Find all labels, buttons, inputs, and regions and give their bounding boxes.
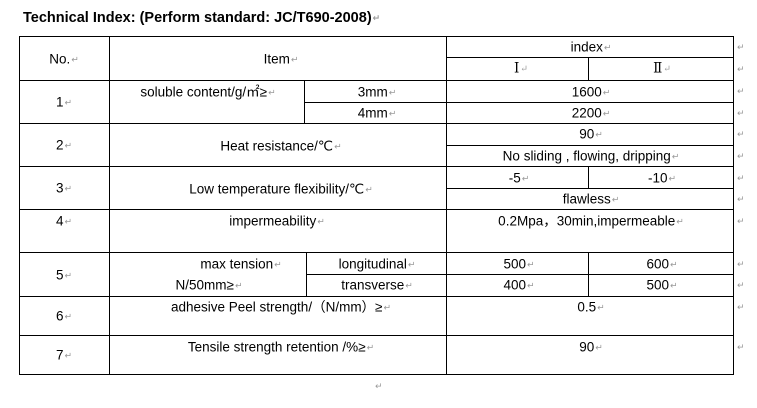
row-end-mark: ↵ — [737, 342, 745, 352]
table-rule — [304, 102, 734, 103]
row-5-item-line-1: max tension↵ — [200, 256, 282, 272]
row-3-number: 3↵ — [55, 180, 73, 196]
table-rule — [306, 252, 307, 297]
row-end-mark: ↵ — [737, 151, 745, 161]
table-rule — [19, 296, 734, 297]
row-5-number: 5↵ — [55, 267, 73, 283]
table-rule — [588, 166, 589, 189]
header-grade-2: Ⅱ↵ — [653, 60, 671, 77]
row-6-item: adhesive Peel strength/（N/mm）≥↵ — [170, 299, 392, 315]
row-end-mark: ↵ — [737, 42, 745, 52]
row-2-item: Heat resistance/℃↵ — [220, 138, 342, 154]
row-5-transverse-grade-1: 400↵ — [503, 277, 535, 293]
table-rule — [19, 335, 734, 336]
row-1-sub-3mm: 3mm↵ — [357, 84, 397, 100]
table-rule — [19, 374, 734, 375]
row-3-item: Low temperature flexibility/℃↵ — [189, 181, 373, 197]
row-end-mark: ↵ — [737, 259, 745, 269]
row-7-item: Tensile strength retention /%≥↵ — [187, 339, 375, 355]
table-rule — [306, 274, 734, 275]
row-5-longitudinal-grade-2: 600↵ — [646, 256, 678, 272]
row-end-mark: ↵ — [737, 194, 745, 204]
row-6-value: 0.5↵ — [577, 299, 605, 315]
table-rule — [446, 188, 734, 189]
row-3-value-grade-1: -5↵ — [508, 170, 530, 186]
row-1-value-4mm: 2200↵ — [571, 105, 611, 121]
table-rule — [446, 145, 734, 146]
row-3-value-grade-2: -10↵ — [647, 170, 677, 186]
row-end-mark: ↵ — [737, 108, 745, 118]
document-title: Technical Index: (Perform standard: JC/T… — [23, 10, 380, 26]
row-end-mark: ↵ — [737, 280, 745, 290]
row-end-mark: ↵ — [737, 302, 745, 312]
table-rule — [588, 57, 589, 81]
table-rule — [304, 80, 305, 124]
header-no: No.↵ — [49, 51, 79, 67]
row-5-transverse-grade-2: 500↵ — [646, 277, 678, 293]
table-rule — [446, 36, 447, 375]
row-end-mark: ↵ — [737, 173, 745, 183]
table-rule — [19, 123, 734, 124]
row-3-note: flawless↵ — [562, 191, 620, 207]
row-2-note: No sliding , flowing, dripping↵ — [502, 148, 680, 164]
table-rule — [19, 166, 734, 167]
table-rule — [19, 36, 20, 375]
table-rule — [588, 252, 589, 297]
table-rule — [733, 36, 734, 375]
row-5-sub-transverse: transverse↵ — [341, 277, 413, 293]
row-end-mark: ↵ — [737, 64, 745, 74]
row-4-item: impermeability↵ — [229, 213, 325, 229]
row-1-item: soluble content/g/㎡≥↵ — [140, 84, 276, 100]
row-5-sub-longitudinal: longitudinal↵ — [338, 256, 416, 272]
header-grade-1: Ⅰ↵ — [514, 60, 528, 77]
row-end-mark: ↵ — [737, 86, 745, 96]
table-rule — [109, 36, 110, 375]
row-6-number: 6↵ — [55, 308, 73, 324]
table-rule — [19, 36, 734, 37]
row-7-value: 90↵ — [579, 339, 603, 355]
row-end-mark: ↵ — [737, 216, 745, 226]
row-1-number: 1↵ — [55, 94, 73, 110]
row-1-sub-4mm: 4mm↵ — [357, 105, 397, 121]
table-rule — [19, 80, 734, 81]
row-5-longitudinal-grade-1: 500↵ — [503, 256, 535, 272]
table-rule — [19, 252, 734, 253]
table-rule — [446, 57, 734, 58]
row-2-number: 2↵ — [55, 137, 73, 153]
row-4-value: 0.2Mpa，30min,impermeable↵ — [498, 213, 684, 229]
row-4-number: 4↵ — [55, 213, 73, 229]
header-item: Item↵ — [263, 51, 299, 67]
header-index: index↵ — [570, 39, 612, 55]
row-2-value: 90↵ — [579, 126, 603, 142]
row-5-item-line-2: N/50mm≥↵ — [175, 277, 243, 293]
paragraph-mark: ↵ — [372, 13, 381, 23]
table-rule — [19, 209, 734, 210]
row-1-value-3mm: 1600↵ — [571, 84, 611, 100]
paragraph-mark: ↵ — [375, 381, 383, 391]
row-7-number: 7↵ — [55, 347, 73, 363]
row-end-mark: ↵ — [737, 129, 745, 139]
document-title-text: Technical Index: (Perform standard: JC/T… — [23, 10, 372, 26]
